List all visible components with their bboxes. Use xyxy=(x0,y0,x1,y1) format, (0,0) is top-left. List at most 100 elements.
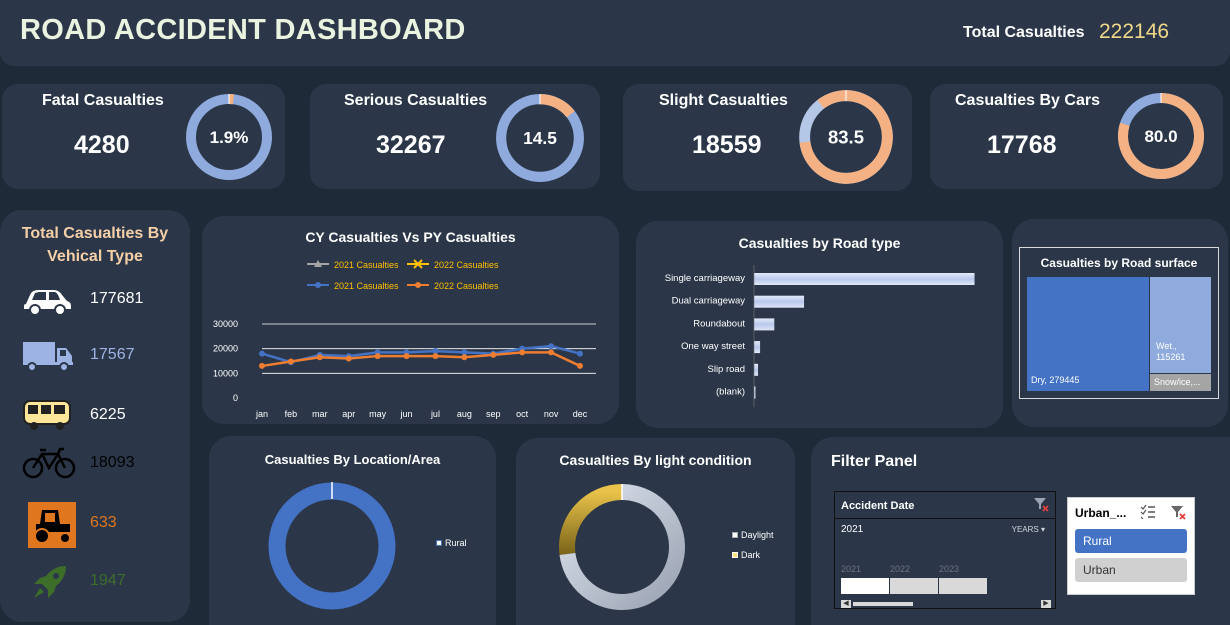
area-slicer-header: Urban_... xyxy=(1075,506,1127,520)
x-tick-label: feb xyxy=(285,409,298,419)
scroll-right-icon[interactable]: ▶ xyxy=(1041,600,1051,608)
chart-title: CY Casualties Vs PY Casualties xyxy=(305,229,516,245)
bar xyxy=(754,295,805,308)
road-type-bar-chart: Single carriageway Dual carriageway Rounda… xyxy=(665,265,975,408)
kpi-donut: 1.9% xyxy=(186,94,272,180)
bar-category-label: (blank) xyxy=(716,387,745,398)
legend-label: 2021 Casualties xyxy=(334,260,399,270)
road-surface-card: Casualties by Road surface Dry, 279445 W… xyxy=(1012,219,1228,427)
slicer-divider xyxy=(835,518,1055,519)
treemap-label: Wet., 115261 xyxy=(1156,341,1185,363)
kpi-value: 4280 xyxy=(74,131,130,159)
kpi-card-serious: Serious Casualties 32267 14.5 xyxy=(310,84,600,189)
legend-swatch xyxy=(732,532,738,538)
vehicle-type-title-line2: Vehical Type xyxy=(47,248,143,265)
vehicle-type-card: Total Casualties By Vehical Type 177681 … xyxy=(0,210,190,622)
scroll-thumb[interactable] xyxy=(853,602,913,606)
y-tick-label: 20000 xyxy=(213,344,238,354)
x-tick-label: may xyxy=(369,409,387,419)
scroll-left-icon[interactable]: ◀ xyxy=(841,600,851,608)
y-tick-label: 10000 xyxy=(213,368,238,378)
date-slicer[interactable]: Accident Date 2021 YEARS ▾ 2021 2022 202… xyxy=(834,491,1056,609)
total-casualties-label: Total Casualties xyxy=(963,24,1085,41)
timeline-bar-2021[interactable] xyxy=(841,578,889,594)
data-point xyxy=(432,353,439,360)
tractor-icon xyxy=(28,502,76,548)
vehicle-type-title: Total Casualties By Vehical Type xyxy=(0,222,190,268)
vehicle-row: 6225 xyxy=(22,398,182,434)
kpi-percent: 80.0 xyxy=(1144,127,1177,146)
bar-category-label: Single carriageway xyxy=(665,273,746,284)
kpi-value: 32267 xyxy=(376,131,446,159)
x-tick-label: jan xyxy=(255,409,268,419)
timeline-bar-2022[interactable] xyxy=(890,578,938,594)
timeline-year-label: 2021 xyxy=(841,564,862,574)
legend-marker xyxy=(315,282,321,288)
treemap-label-line2: 115261 xyxy=(1156,352,1186,362)
y-tick-label: 0 xyxy=(233,393,238,403)
legend-label: Rural xyxy=(445,538,467,548)
chart-title: Casualties By Location/Area xyxy=(264,452,441,467)
timeline-bar-2023[interactable] xyxy=(939,578,987,594)
clear-filter-icon[interactable] xyxy=(1170,504,1186,520)
kpi-percent: 14.5 xyxy=(523,128,557,148)
location-chart-card: Casualties By Location/Area Rural xyxy=(209,436,496,625)
filter-panel-title: Filter Panel xyxy=(831,453,918,470)
chart-title: Casualties by Road surface xyxy=(1040,256,1198,270)
x-tick-label: aug xyxy=(457,409,472,419)
filter-panel: Filter Panel Accident Date 2021 YEARS ▾ … xyxy=(811,437,1230,625)
bicycle-icon xyxy=(22,447,76,479)
area-option-rural[interactable]: Rural xyxy=(1075,529,1187,553)
bar-category-label: One way street xyxy=(681,341,745,352)
car-icon xyxy=(24,290,71,316)
x-tick-label: dec xyxy=(573,409,588,419)
legend-label: Daylight xyxy=(741,530,774,540)
donut-slice xyxy=(539,94,575,118)
date-selected-label: 2021 xyxy=(841,524,864,535)
data-point xyxy=(259,362,265,369)
clear-filter-icon[interactable] xyxy=(1033,496,1049,512)
vehicle-row: 633 xyxy=(22,502,182,548)
area-option-urban[interactable]: Urban xyxy=(1075,558,1187,582)
location-donut xyxy=(268,482,396,610)
bar xyxy=(754,273,975,285)
vehicle-row: 17567 xyxy=(22,338,182,374)
x-tick-label: mar xyxy=(312,409,328,419)
data-point xyxy=(316,354,323,361)
road-surface-frame: Casualties by Road surface Dry, 279445 W… xyxy=(1019,247,1219,399)
legend-label: 2022 Casualties xyxy=(434,281,499,291)
x-tick-label: sep xyxy=(486,409,501,419)
bar-category-label: Dual carriageway xyxy=(672,296,746,307)
kpi-label: Fatal Casualties xyxy=(42,92,164,109)
bar xyxy=(754,386,756,399)
timeline-scrollbar[interactable]: ◀ ▶ xyxy=(841,600,1051,608)
kpi-donut: 80.0 xyxy=(1118,93,1204,179)
legend-label: 2021 Casualties xyxy=(334,281,399,291)
x-tick-label: nov xyxy=(544,409,559,419)
kpi-percent: 83.5 xyxy=(828,127,864,148)
kpi-value: 17768 xyxy=(987,131,1057,159)
kpi-card-slight: Slight Casualties 18559 83.5 xyxy=(623,84,912,191)
vehicle-type-title-line1: Total Casualties By xyxy=(21,225,169,242)
header-bar: ROAD ACCIDENT DASHBOARD Total Casualties… xyxy=(0,0,1230,66)
kpi-label: Serious Casualties xyxy=(344,92,488,109)
vehicle-row: 1947 xyxy=(22,562,182,604)
area-slicer[interactable]: Urban_... Rural Urban xyxy=(1067,497,1195,595)
legend-item: Dark xyxy=(732,550,760,560)
multi-select-icon[interactable] xyxy=(1140,505,1156,519)
vehicle-row: 18093 xyxy=(22,446,182,482)
series-line xyxy=(261,351,581,368)
data-point xyxy=(461,349,468,356)
legend-item: Rural xyxy=(436,538,467,548)
legend-marker xyxy=(413,259,423,269)
chart-title: Casualties By light condition xyxy=(559,452,752,468)
x-tick-label: apr xyxy=(342,409,355,419)
legend-label: 2022 Casualties xyxy=(434,260,499,270)
road-type-chart-card: Casualties by Road type Single carriagew… xyxy=(636,221,1003,428)
kpi-value: 18559 xyxy=(692,131,762,159)
vehicle-value: 6225 xyxy=(90,406,126,423)
data-point xyxy=(548,343,555,350)
date-level-dropdown[interactable]: YEARS ▾ xyxy=(1012,525,1045,534)
data-point xyxy=(490,351,497,358)
data-point xyxy=(287,358,294,365)
